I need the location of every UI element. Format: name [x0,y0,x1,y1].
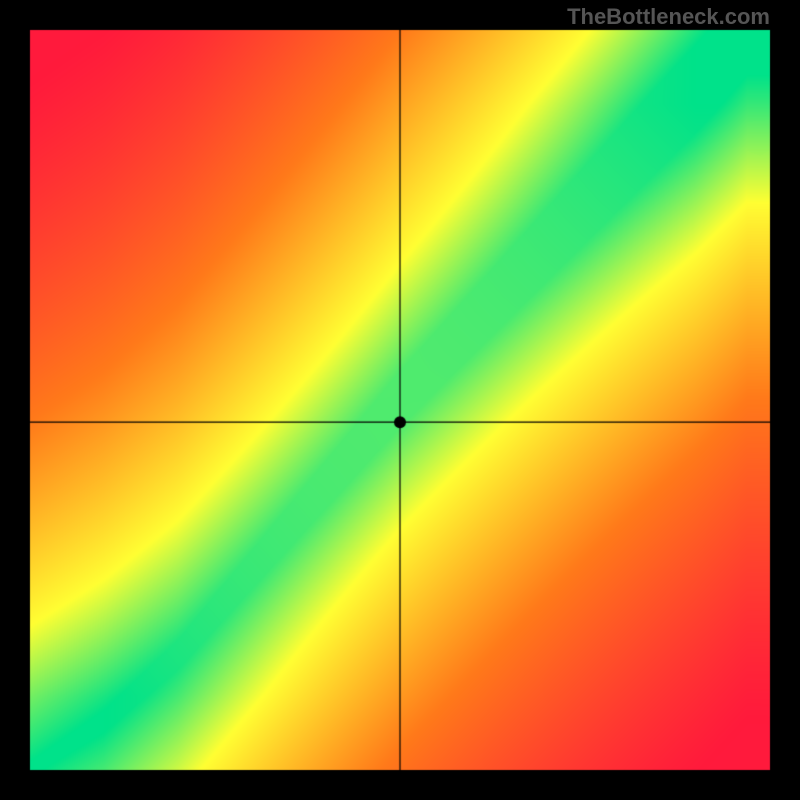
bottleneck-heatmap-canvas [0,0,800,800]
watermark-text: TheBottleneck.com [567,4,770,30]
chart-container [0,0,800,805]
